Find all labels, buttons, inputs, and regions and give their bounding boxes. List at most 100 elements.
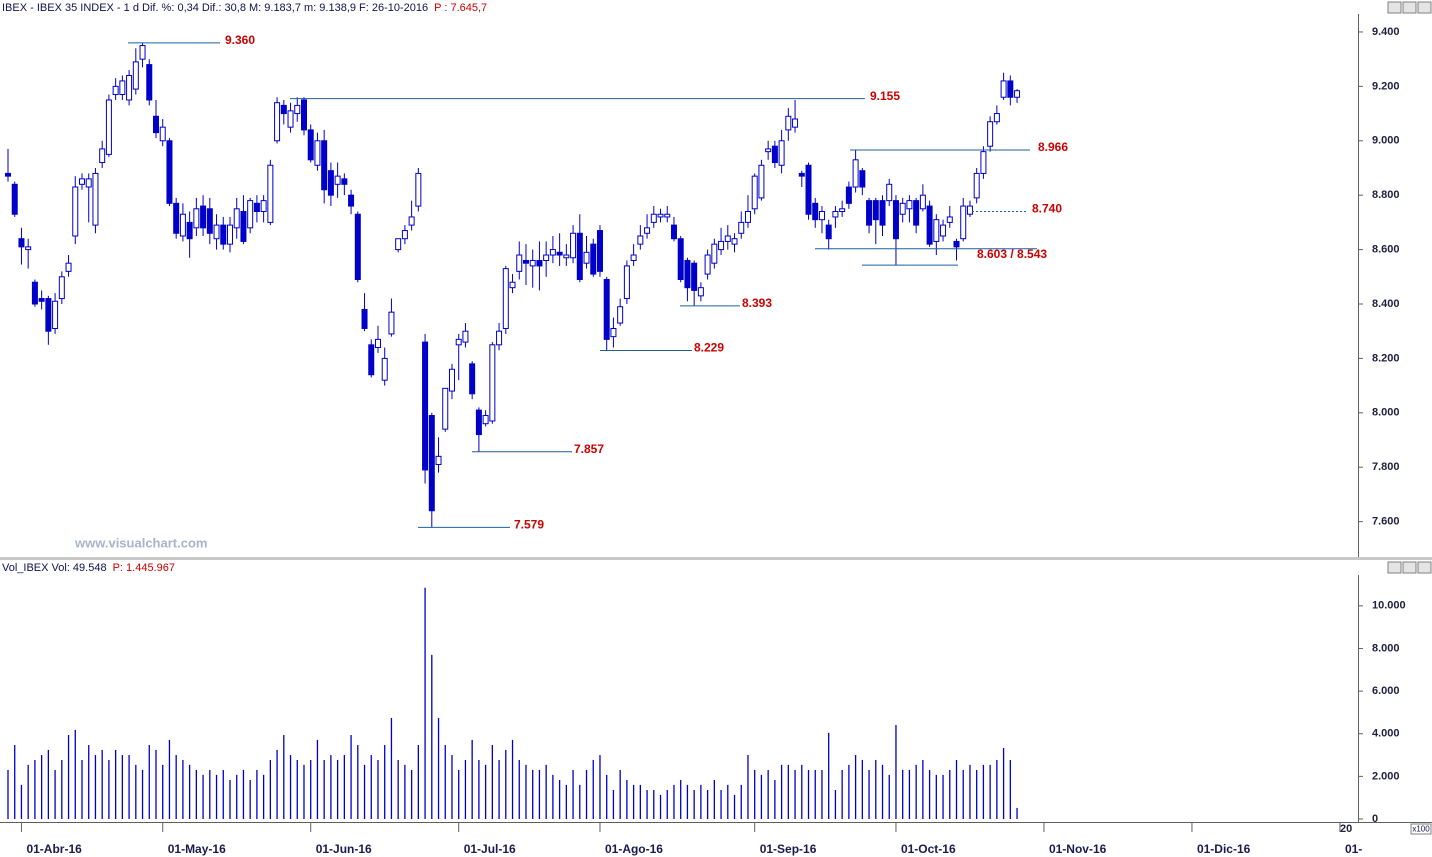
- candle-body: [832, 211, 839, 218]
- window-buttons: [1387, 1, 1432, 574]
- level-label: 8.966: [1038, 140, 1068, 154]
- y-tick-label: 9.400: [1372, 26, 1400, 38]
- candle-body: [583, 251, 590, 264]
- candle-body: [549, 249, 556, 256]
- volume-title: Vol_IBEX Vol: 49.548: [2, 562, 107, 574]
- candle-body: [462, 330, 469, 343]
- candle-body: [590, 243, 597, 275]
- candle-body: [99, 148, 106, 164]
- candle-body: [785, 115, 792, 131]
- close-button[interactable]: [1417, 1, 1432, 14]
- chart-title: IBEX - IBEX 35 INDEX - 1 d Dif. %: 0,34 …: [2, 2, 428, 14]
- candle-body: [993, 113, 1000, 123]
- candle-body: [623, 265, 630, 300]
- candle-body: [711, 243, 718, 264]
- candle-body: [11, 183, 18, 215]
- candle-body: [872, 200, 879, 221]
- candle-body: [78, 178, 85, 185]
- y-tick-label: 8.400: [1372, 298, 1400, 310]
- candle-body: [428, 415, 435, 512]
- candle-body: [112, 85, 119, 96]
- candle-body: [448, 368, 455, 392]
- candle-body: [179, 213, 186, 237]
- candle-body: [1007, 80, 1014, 98]
- candle-body: [233, 208, 240, 229]
- x-tick-label: 01-Sep-16: [760, 842, 817, 856]
- candle-body: [502, 268, 509, 329]
- candle-body: [186, 221, 193, 240]
- unit-box: [1410, 823, 1432, 835]
- maximize-button[interactable]: [1402, 1, 1417, 14]
- watermark: www.visualchart.com: [74, 535, 207, 550]
- volume-unit: x100: [1412, 825, 1430, 834]
- candle-body: [5, 172, 11, 177]
- candle-body: [953, 240, 960, 248]
- close-button[interactable]: [1417, 561, 1432, 574]
- y-tick-label: 0: [1372, 813, 1378, 825]
- candle-body: [522, 259, 529, 264]
- candle-body: [906, 200, 913, 210]
- candle-body: [274, 102, 281, 142]
- candle-body: [946, 216, 953, 223]
- candle-body: [260, 200, 267, 213]
- candle-body: [892, 200, 899, 240]
- candle-body: [408, 216, 415, 226]
- candle-body: [576, 232, 583, 281]
- level-label: 8.603 / 8.543: [977, 247, 1047, 261]
- candle-body: [475, 409, 482, 436]
- candle-body: [38, 298, 45, 302]
- candle-body: [267, 164, 274, 223]
- x-tick-label: 01-May-16: [168, 842, 226, 856]
- candle-body: [220, 224, 227, 245]
- candle-body: [200, 205, 207, 229]
- candle-body: [139, 45, 146, 60]
- y-tick-label: 8.600: [1372, 243, 1400, 255]
- candle-body: [556, 251, 563, 256]
- candle-body: [805, 164, 812, 215]
- candle-body: [327, 170, 334, 196]
- candle-body: [933, 219, 940, 242]
- candle-body: [85, 178, 92, 188]
- candle-body: [240, 211, 247, 242]
- candle-body: [563, 254, 570, 259]
- corner-label: 20: [1340, 823, 1352, 835]
- candle-body: [684, 259, 691, 289]
- candle-body: [314, 140, 321, 166]
- candle-body: [664, 213, 671, 218]
- candle-body: [422, 341, 429, 471]
- candle-body: [247, 200, 254, 229]
- candle-body: [630, 254, 637, 261]
- candle-body: [650, 213, 657, 223]
- y-tick-label: 10.000: [1372, 600, 1406, 612]
- candle-body: [58, 276, 65, 300]
- y-tick-label: 2.000: [1372, 770, 1400, 782]
- candle-body: [798, 172, 805, 177]
- candle-body: [119, 80, 126, 96]
- candle-body: [18, 238, 25, 248]
- candle-body: [287, 110, 294, 128]
- candle-body: [334, 175, 341, 185]
- y-tick-label: 8.000: [1372, 407, 1400, 419]
- level-label: 7.579: [514, 518, 544, 532]
- candle-body: [966, 205, 973, 215]
- candle-body: [401, 230, 408, 240]
- candle-body: [603, 279, 610, 340]
- level-label: 9.155: [870, 89, 900, 103]
- candle-body: [704, 254, 711, 275]
- candle-body: [859, 170, 866, 188]
- candle-body: [677, 238, 684, 281]
- panel-separator: [0, 557, 1432, 560]
- maximize-button[interactable]: [1402, 561, 1417, 574]
- candle-body: [529, 259, 536, 267]
- candle-body: [415, 172, 422, 207]
- title-price: P : 7.645,7: [434, 2, 487, 14]
- candle-body: [596, 230, 603, 272]
- y-tick-label: 8.800: [1372, 189, 1400, 201]
- minimize-button[interactable]: [1387, 1, 1402, 14]
- candle-body: [718, 240, 725, 251]
- candle-body: [839, 208, 846, 213]
- candle-body: [960, 205, 967, 240]
- candle-body: [926, 205, 933, 245]
- minimize-button[interactable]: [1387, 561, 1402, 574]
